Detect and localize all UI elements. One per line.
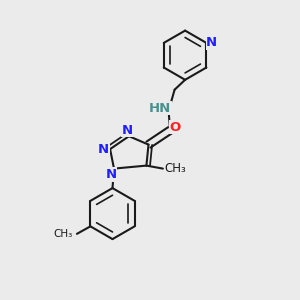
Text: N: N: [105, 168, 117, 181]
Text: CH₃: CH₃: [53, 229, 72, 239]
Text: N: N: [122, 124, 133, 137]
Text: N: N: [98, 142, 109, 156]
Text: O: O: [170, 121, 181, 134]
Text: N: N: [206, 36, 218, 50]
Text: HN: HN: [149, 102, 171, 115]
Text: CH₃: CH₃: [164, 162, 186, 175]
